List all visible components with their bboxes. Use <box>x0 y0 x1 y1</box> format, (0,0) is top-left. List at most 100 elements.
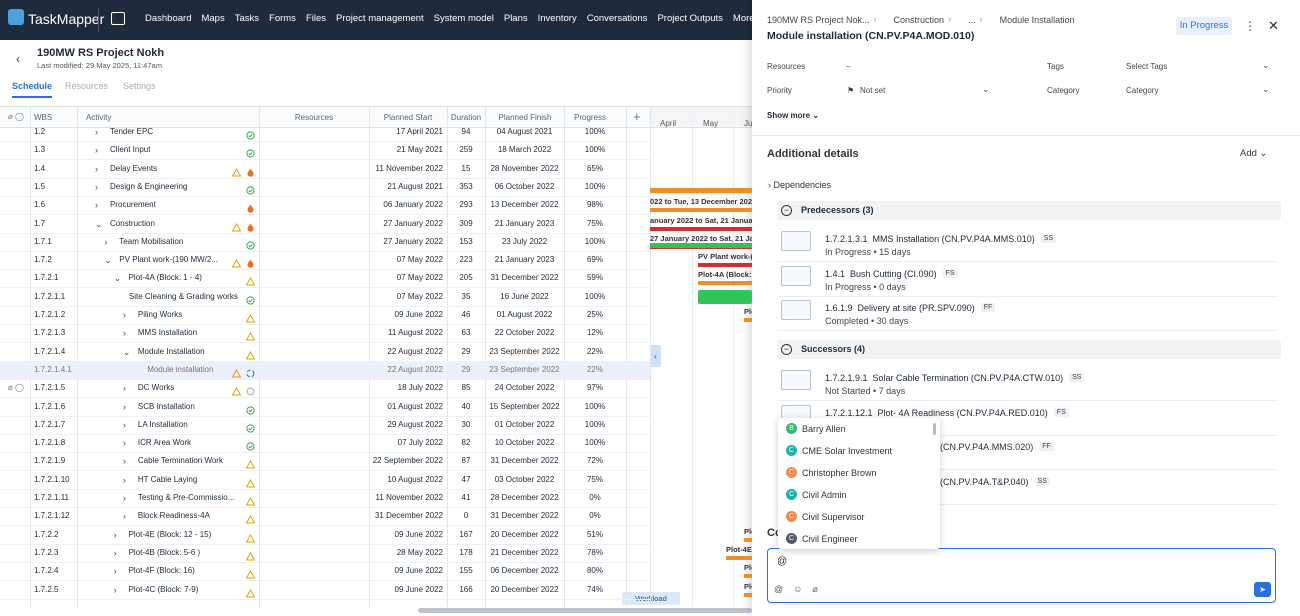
dep-code[interactable]: 1.4.1 <box>825 268 846 279</box>
dep-code[interactable]: 1.7.2.1.9.1 <box>825 373 868 383</box>
activity[interactable]: Site Cleaning & Grading works <box>128 291 238 301</box>
activity[interactable]: Plot-4F (Block: 16) <box>128 566 195 576</box>
activity[interactable]: Plot-4A (Block: 1 - 4) <box>128 273 202 283</box>
expand-toggle[interactable]: › <box>95 200 98 211</box>
expand-toggle[interactable]: ⌄ <box>113 273 122 284</box>
collapse-gantt[interactable]: ‹ <box>650 345 661 367</box>
activity[interactable]: Piling Works <box>137 310 183 319</box>
activity[interactable]: Design & Engineering <box>110 181 188 191</box>
mention-name[interactable]: Civil Supervisor <box>802 511 865 522</box>
breadcrumb[interactable]: Construction <box>893 15 945 25</box>
nav-item[interactable]: More <box>732 13 755 24</box>
activity[interactable]: SCB Installation <box>137 401 195 411</box>
menu-button[interactable]: ⋮ <box>1244 19 1256 33</box>
expand-toggle[interactable]: › <box>113 529 117 540</box>
show-more[interactable]: Show more ⌄ <box>767 111 820 120</box>
nav-item[interactable]: Forms <box>269 13 296 24</box>
dep-name[interactable]: (CN.PV.P4A.MMS.020) <box>940 442 1034 452</box>
mention-name[interactable]: Civil Engineer <box>802 533 858 544</box>
expand-toggle[interactable]: › <box>122 419 126 430</box>
field-value[interactable]: Select Tags <box>1126 62 1168 71</box>
group-toggle[interactable]: − <box>781 205 792 216</box>
activity[interactable]: HT Cable Laying <box>137 474 198 484</box>
activity[interactable]: Tender EPC <box>110 127 154 136</box>
mention-name[interactable]: Barry Allen <box>802 424 846 434</box>
status-badge[interactable]: In Progress <box>1176 17 1232 35</box>
expand-toggle[interactable]: › <box>122 438 126 449</box>
mention-name[interactable]: Civil Admin <box>802 489 847 500</box>
field-value[interactable]: – <box>846 62 851 71</box>
row-icons[interactable]: ⌀ ◯ <box>8 383 24 393</box>
back-button[interactable]: ‹ <box>16 52 20 66</box>
mention-name[interactable]: Christopher Brown <box>802 467 877 478</box>
nav-item[interactable]: Project management <box>336 13 424 24</box>
expand-toggle[interactable]: › <box>122 511 126 522</box>
nav-item[interactable]: System model <box>433 13 494 24</box>
field-value[interactable]: Not set <box>860 86 886 95</box>
dep-name[interactable]: Delivery at site (PR.SPV.090) <box>857 303 975 313</box>
activity[interactable]: Delay Events <box>110 163 158 173</box>
activity[interactable]: Client Input <box>110 145 151 155</box>
breadcrumb[interactable]: ... <box>968 15 976 25</box>
dropdown-caret[interactable]: ⌄ <box>1262 84 1270 94</box>
activity[interactable]: Construction <box>110 218 155 228</box>
dep-code[interactable]: 1.7.2.1.12.1 <box>825 407 873 418</box>
expand-toggle[interactable]: › <box>113 566 117 577</box>
comment-box[interactable] <box>767 548 1276 603</box>
dep-name[interactable]: Bush Cutting (CI.090) <box>850 268 937 279</box>
activity[interactable]: MMS Installation <box>137 328 198 338</box>
tab[interactable]: Resources <box>65 81 109 91</box>
comment-tools[interactable]: @☺⌀ <box>774 584 828 594</box>
activity[interactable]: ICR Area Work <box>137 438 192 448</box>
expand-toggle[interactable]: › <box>95 127 98 137</box>
dep-name[interactable]: Plot- 4A Readiness (CN.PV.P4A.RED.010) <box>877 407 1048 418</box>
tab[interactable]: Settings <box>123 81 156 91</box>
dep-name[interactable]: (CN.PV.P4A.T&P.040) <box>940 476 1029 487</box>
activity[interactable]: LA Installation <box>137 419 188 429</box>
group-toggle[interactable]: − <box>781 344 792 355</box>
dep-name[interactable]: MMS Installation (CN.PV.P4A.MMS.010) <box>872 234 1035 244</box>
expand-toggle[interactable]: ⌄ <box>122 346 131 357</box>
activity[interactable]: Procurement <box>110 200 156 210</box>
dependencies[interactable]: › Dependencies <box>768 180 832 190</box>
comment-text[interactable]: @ <box>777 556 788 567</box>
nav-item[interactable]: Tasks <box>234 13 260 24</box>
expand-toggle[interactable]: ⌄ <box>95 218 103 229</box>
expand-toggle[interactable]: › <box>104 236 108 247</box>
nav-item[interactable]: Files <box>305 13 326 24</box>
add-button[interactable]: Add ⌄ <box>1240 148 1268 159</box>
home-icon[interactable] <box>111 12 125 25</box>
expand-toggle[interactable]: › <box>95 145 98 156</box>
dropdown-caret[interactable]: ⌄ <box>982 84 990 94</box>
nav-item[interactable]: Conversations <box>586 13 648 24</box>
expand-toggle[interactable]: › <box>122 310 126 320</box>
scrollbar[interactable] <box>418 608 752 613</box>
activity[interactable]: Module installation <box>147 364 214 374</box>
field-value[interactable]: Category <box>1126 86 1159 95</box>
expand-toggle[interactable]: › <box>113 584 117 595</box>
expand-toggle[interactable]: › <box>113 547 117 558</box>
expand-toggle[interactable]: › <box>95 163 98 174</box>
dep-name[interactable]: Solar Cable Termination (CN.PV.P4A.CTW.0… <box>872 373 1064 383</box>
nav-item[interactable]: Maps <box>201 13 225 24</box>
expand-toggle[interactable]: › <box>122 383 126 394</box>
expand-toggle[interactable]: › <box>95 181 98 192</box>
nav-item[interactable]: Inventory <box>537 13 577 24</box>
expand-toggle[interactable]: ⌄ <box>104 255 112 266</box>
expand-toggle[interactable]: › <box>122 328 126 339</box>
activity[interactable]: Plot-4E (Block: 12 - 15) <box>128 529 212 539</box>
expand-toggle[interactable]: › <box>122 401 126 412</box>
nav-item[interactable]: Dashboard <box>145 13 192 24</box>
dropdown-caret[interactable]: ⌄ <box>1262 60 1270 70</box>
nav-item[interactable]: Plans <box>503 13 528 24</box>
send-button[interactable]: ➤ <box>1254 582 1271 597</box>
expand-toggle[interactable]: › <box>122 474 126 485</box>
activity[interactable]: Plot-4B (Block: 5-6 ) <box>128 547 201 557</box>
activity[interactable]: Team Mobilisation <box>119 236 184 246</box>
dep-code[interactable]: 1.6.1.9 <box>825 303 853 313</box>
breadcrumb[interactable]: Module Installation <box>999 15 1075 25</box>
activity[interactable]: Plot-4C (Block: 7-9) <box>128 584 199 594</box>
nav-item[interactable]: Project Outputs <box>657 13 723 24</box>
mention-name[interactable]: CME Solar Investment <box>802 445 893 456</box>
activity[interactable]: Cable Termination Work <box>137 456 223 466</box>
